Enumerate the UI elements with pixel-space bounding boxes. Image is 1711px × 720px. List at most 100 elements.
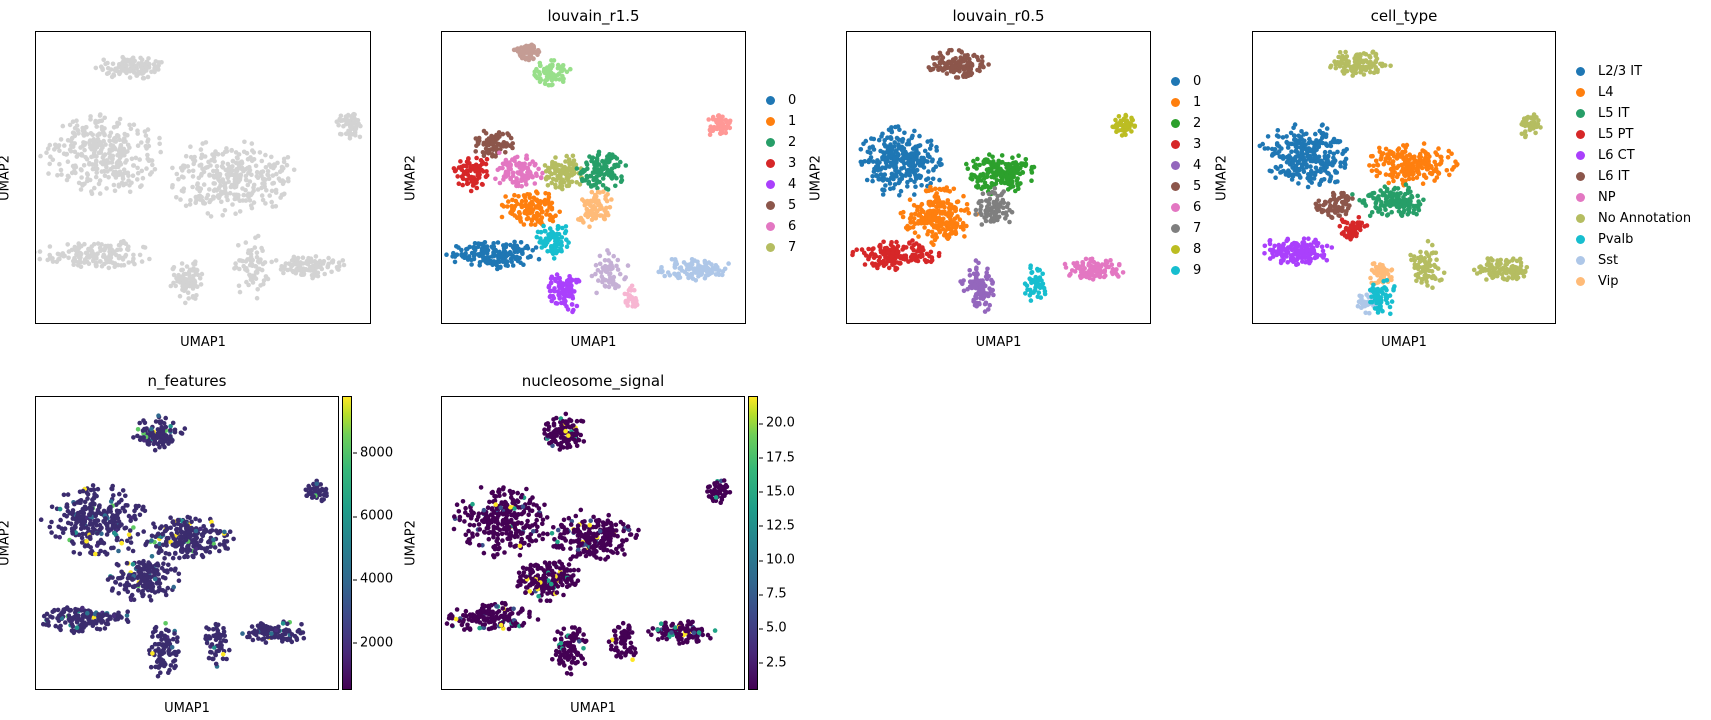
data-point bbox=[1371, 195, 1376, 201]
data-point bbox=[282, 191, 287, 197]
data-point bbox=[925, 159, 930, 164]
data-point bbox=[1328, 63, 1334, 69]
data-point bbox=[1299, 129, 1304, 134]
data-point bbox=[187, 269, 192, 275]
data-point bbox=[1420, 181, 1426, 186]
data-point bbox=[459, 167, 465, 173]
data-point bbox=[1396, 172, 1401, 177]
data-point bbox=[896, 137, 902, 142]
data-point bbox=[59, 252, 64, 258]
data-point bbox=[50, 259, 56, 264]
data-point bbox=[594, 159, 600, 164]
data-point bbox=[1313, 201, 1319, 207]
data-point bbox=[625, 303, 630, 308]
data-point bbox=[894, 253, 900, 258]
data-point bbox=[886, 127, 892, 133]
data-point bbox=[97, 142, 102, 148]
data-point bbox=[116, 164, 121, 170]
data-point bbox=[157, 135, 162, 141]
data-point bbox=[595, 189, 601, 195]
data-point bbox=[561, 167, 566, 172]
data-point bbox=[1378, 157, 1384, 162]
data-point bbox=[208, 214, 214, 219]
data-point bbox=[246, 282, 251, 288]
data-point bbox=[1358, 53, 1363, 59]
data-point bbox=[239, 166, 245, 172]
data-point bbox=[263, 152, 268, 158]
data-point bbox=[1113, 125, 1119, 130]
legend-item: 9 bbox=[1171, 260, 1201, 281]
data-point bbox=[1301, 132, 1306, 137]
data-point bbox=[988, 167, 994, 172]
data-point bbox=[1095, 261, 1100, 267]
data-point bbox=[470, 183, 476, 188]
data-point bbox=[1333, 201, 1338, 206]
data-point bbox=[241, 192, 246, 198]
data-point bbox=[1383, 158, 1388, 163]
data-point bbox=[884, 245, 890, 251]
data-point bbox=[895, 260, 900, 265]
data-point bbox=[246, 248, 251, 253]
data-point bbox=[1391, 187, 1397, 192]
data-point bbox=[726, 261, 731, 266]
data-point bbox=[119, 153, 125, 158]
data-point bbox=[57, 256, 62, 262]
legend-marker bbox=[1171, 266, 1180, 275]
data-point bbox=[896, 180, 901, 186]
data-point bbox=[65, 159, 71, 164]
data-point bbox=[1454, 162, 1459, 168]
data-point bbox=[1388, 63, 1393, 69]
data-point bbox=[1350, 192, 1355, 197]
data-point bbox=[78, 187, 84, 192]
data-point bbox=[911, 203, 917, 208]
data-point bbox=[1530, 120, 1535, 125]
data-point bbox=[912, 211, 918, 217]
data-point bbox=[549, 229, 555, 235]
data-point bbox=[484, 169, 489, 174]
data-point bbox=[201, 182, 207, 187]
data-point bbox=[466, 256, 471, 261]
data-point bbox=[1278, 164, 1284, 169]
data-point bbox=[1331, 196, 1337, 202]
data-point bbox=[916, 234, 921, 239]
data-point bbox=[1310, 140, 1316, 146]
data-point bbox=[1368, 69, 1373, 75]
data-point bbox=[878, 148, 883, 154]
data-point bbox=[1308, 147, 1313, 152]
data-point bbox=[481, 153, 487, 159]
data-point bbox=[589, 273, 595, 279]
data-point bbox=[1323, 134, 1329, 140]
data-point bbox=[255, 187, 261, 192]
data-point bbox=[522, 161, 527, 166]
data-point bbox=[482, 240, 488, 245]
data-point bbox=[135, 177, 140, 182]
data-point bbox=[107, 133, 112, 139]
data-point bbox=[515, 154, 520, 160]
data-point bbox=[1257, 143, 1263, 149]
data-point bbox=[987, 302, 992, 308]
data-point bbox=[1096, 274, 1102, 279]
data-point bbox=[1280, 156, 1286, 161]
data-point bbox=[480, 254, 486, 260]
data-point bbox=[454, 252, 460, 257]
data-point bbox=[229, 147, 234, 153]
data-point bbox=[1098, 268, 1103, 274]
data-point bbox=[534, 173, 539, 178]
legend-marker bbox=[766, 96, 775, 105]
data-point bbox=[72, 149, 78, 155]
data-point bbox=[1342, 165, 1348, 170]
data-point bbox=[971, 297, 976, 303]
data-point bbox=[1358, 68, 1364, 74]
data-point bbox=[1447, 172, 1452, 178]
data-point bbox=[48, 154, 53, 159]
legend-item: 4 bbox=[766, 174, 796, 195]
data-point bbox=[1038, 295, 1044, 300]
data-point bbox=[679, 268, 685, 273]
data-point bbox=[723, 117, 729, 123]
data-point bbox=[898, 254, 903, 259]
data-point bbox=[341, 123, 346, 129]
data-point bbox=[889, 147, 895, 152]
data-point bbox=[622, 276, 627, 282]
x-axis-label-2: UMAP1 bbox=[570, 335, 617, 350]
data-point bbox=[147, 256, 152, 262]
